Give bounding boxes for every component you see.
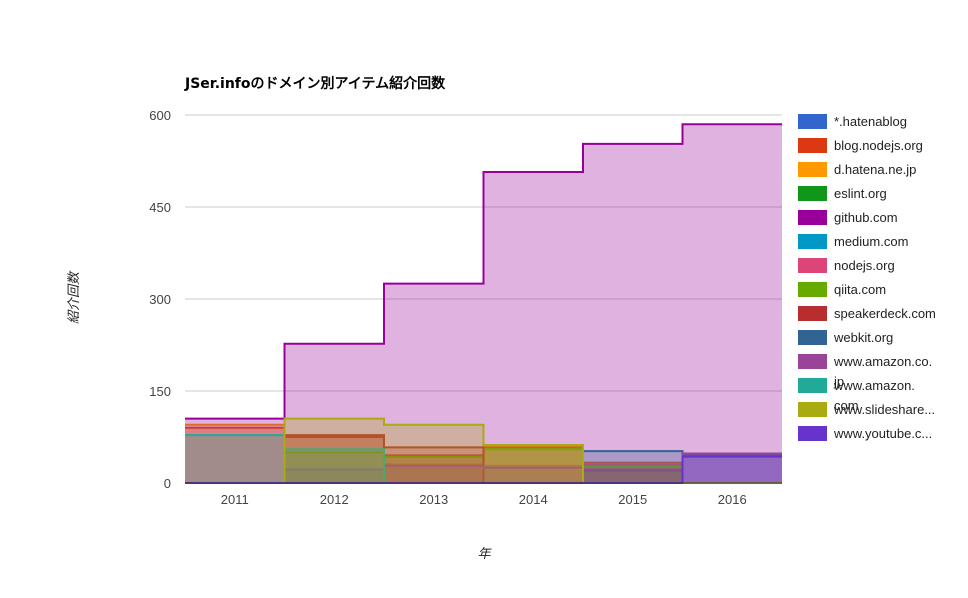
series-10 <box>185 452 782 484</box>
step-area <box>682 453 782 483</box>
legend-swatch <box>798 210 827 225</box>
step-area <box>483 465 583 483</box>
legend-item[interactable]: medium.com <box>798 234 908 249</box>
step-area <box>384 464 484 483</box>
legend-swatch <box>798 354 827 369</box>
legend-label: jp <box>833 374 844 389</box>
legend-item[interactable]: *.hatenablog <box>798 114 907 129</box>
legend-swatch <box>798 114 827 129</box>
step-area <box>583 470 683 483</box>
legend-swatch <box>798 330 827 345</box>
legend-swatch <box>798 378 827 393</box>
x-axis-title: 年 <box>477 547 492 562</box>
legend-swatch <box>798 186 827 201</box>
legend-label: www.amazon. <box>833 378 915 393</box>
legend-item[interactable]: www.youtube.c... <box>798 426 932 441</box>
step-area <box>583 143 683 483</box>
legend-label: medium.com <box>834 234 908 249</box>
legend-label: com <box>834 398 859 413</box>
legend-item[interactable]: nodejs.org <box>798 258 895 273</box>
legend-swatch <box>798 258 827 273</box>
step-area <box>483 467 583 483</box>
step-area <box>483 172 583 484</box>
x-tick-label: 2012 <box>320 492 349 507</box>
legend-label: webkit.org <box>833 330 893 345</box>
legend-label: github.com <box>834 210 898 225</box>
y-tick-label: 300 <box>149 292 171 307</box>
step-area <box>583 463 683 483</box>
step-line <box>185 123 782 420</box>
series-4 <box>185 123 782 484</box>
axes: 0 150 300 450 600 2011 2012 2013 2014 2015 2016 <box>149 108 782 507</box>
legend-item[interactable]: speakerdeck.com <box>798 306 936 321</box>
legend-label: blog.nodejs.org <box>834 138 923 153</box>
step-area <box>284 452 384 483</box>
x-tick-label: 2013 <box>419 492 448 507</box>
step-area <box>483 449 583 483</box>
x-tick-label: 2011 <box>221 492 249 507</box>
legend-swatch <box>798 162 827 177</box>
series-12 <box>185 417 782 484</box>
legend-item[interactable]: d.hatena.ne.jp <box>798 162 916 177</box>
legend-item[interactable]: github.com <box>798 210 898 225</box>
legend-swatch <box>798 426 827 441</box>
step-area <box>583 451 683 483</box>
step-area <box>483 444 583 483</box>
legend-item[interactable]: eslint.org <box>798 186 887 201</box>
step-area <box>284 435 384 483</box>
step-area <box>384 465 484 483</box>
step-area <box>284 469 384 483</box>
legend-label: www.youtube.c... <box>833 426 932 441</box>
step-area <box>483 446 583 483</box>
legend-item[interactable]: www.amazon.co. jp <box>798 354 932 389</box>
step-area <box>384 283 484 483</box>
x-tick-label: 2016 <box>718 492 747 507</box>
legend-swatch <box>798 138 827 153</box>
legend: *.hatenablog blog.nodejs.org d.hatena.ne.j… <box>798 114 936 441</box>
legend-label: eslint.org <box>834 186 887 201</box>
legend-swatch <box>798 306 827 321</box>
step-area <box>284 418 384 483</box>
legend-swatch <box>798 402 827 417</box>
y-tick-label: 150 <box>149 384 171 399</box>
legend-label: nodejs.org <box>834 258 895 273</box>
y-axis-title: 紹介回数 <box>66 270 82 324</box>
step-area <box>185 427 285 483</box>
x-tick-label: 2015 <box>618 492 647 507</box>
x-tick-label: 2014 <box>519 492 548 507</box>
step-area <box>185 418 285 483</box>
legend-item[interactable]: qiita.com <box>798 282 886 297</box>
legend-item[interactable]: www.slideshare... <box>798 402 935 417</box>
step-area <box>682 456 782 483</box>
step-area <box>384 424 484 483</box>
step-area <box>284 437 384 483</box>
series-areas <box>185 123 782 484</box>
chart-title: JSer.infoのドメイン別アイテム紹介回数 <box>184 75 446 92</box>
y-tick-label: 0 <box>164 476 171 491</box>
legend-item[interactable]: www.amazon. com <box>798 378 915 413</box>
legend-item[interactable]: blog.nodejs.org <box>798 138 923 153</box>
legend-label: d.hatena.ne.jp <box>834 162 916 177</box>
legend-label: speakerdeck.com <box>834 306 936 321</box>
step-area <box>284 343 384 483</box>
step-area <box>682 124 782 483</box>
y-tick-label: 450 <box>149 200 171 215</box>
legend-label: *.hatenablog <box>834 114 907 129</box>
step-area <box>384 456 484 483</box>
legend-swatch <box>798 282 827 297</box>
legend-label: www.amazon.co. <box>833 354 932 369</box>
legend-swatch <box>798 234 827 249</box>
step-area <box>185 435 285 483</box>
step-area <box>284 449 384 483</box>
step-area <box>682 455 782 483</box>
step-area <box>384 455 484 483</box>
y-tick-label: 600 <box>149 108 171 123</box>
step-area <box>583 469 683 483</box>
step-area <box>583 462 683 483</box>
legend-label: www.slideshare... <box>833 402 935 417</box>
legend-label: qiita.com <box>834 282 886 297</box>
legend-item[interactable]: webkit.org <box>798 330 893 345</box>
